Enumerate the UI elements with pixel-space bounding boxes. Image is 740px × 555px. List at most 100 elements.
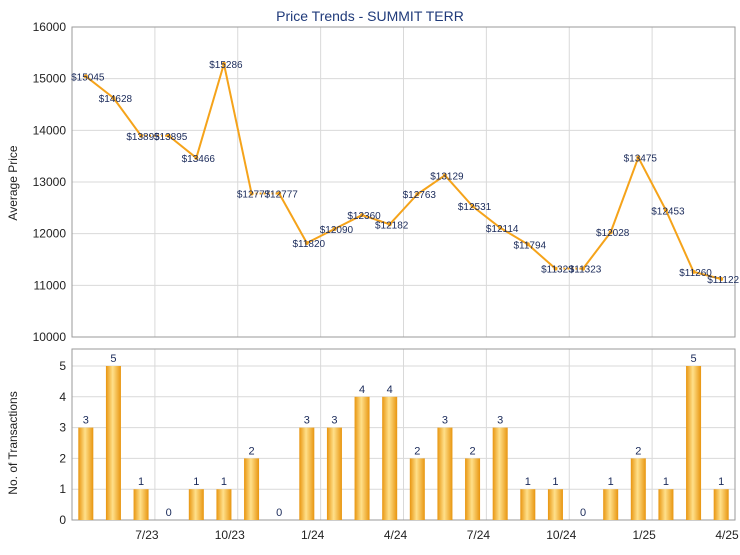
transactions-bar	[326, 427, 342, 520]
price-point	[636, 155, 641, 160]
transactions-bar	[188, 489, 204, 520]
price-point	[111, 95, 116, 100]
transactions-bar	[520, 489, 536, 520]
price-point	[719, 277, 724, 282]
price-line-segment	[444, 174, 474, 207]
price-point	[249, 191, 254, 196]
price-y-tick-label: 11000	[34, 278, 67, 292]
transactions-bar	[133, 489, 149, 520]
transactions-bar	[492, 427, 508, 520]
price-y-tick-label: 13000	[33, 175, 67, 189]
price-data-label: $14628	[99, 94, 133, 105]
price-point	[277, 191, 282, 196]
transactions-plot-frame	[71, 348, 736, 521]
price-data-label: $12182	[375, 220, 409, 231]
price-y-tick-label: 10000	[33, 330, 67, 344]
price-data-label: $12028	[596, 228, 630, 239]
transactions-bar	[465, 458, 481, 520]
price-point	[360, 213, 365, 218]
transactions-bar-panel: 0 1 2 3 4 5 7/23 10/23 1/24 4/24 7/24 10/24 1/25 4/25…	[59, 348, 739, 542]
price-line-segment	[693, 270, 722, 280]
transactions-bar	[658, 489, 674, 520]
price-point	[581, 266, 586, 271]
price-line-segment	[112, 97, 142, 137]
transactions-bar	[630, 458, 646, 520]
price-line-segment	[527, 243, 557, 270]
price-line-segment	[609, 157, 640, 233]
price-line-segment	[582, 231, 612, 270]
transactions-bar-label: 1	[193, 476, 199, 488]
transactions-bar-label: 4	[359, 384, 365, 396]
price-point	[470, 204, 475, 209]
price-line-segment	[85, 75, 115, 99]
transactions-y-tick-label: 4	[59, 390, 66, 404]
x-tick-label: 10/23	[215, 528, 245, 542]
transactions-bar-label: 1	[608, 476, 614, 488]
price-data-label: $13475	[624, 153, 658, 164]
transactions-y-axis-label: No. of Transactions	[6, 391, 20, 494]
transactions-bar	[547, 489, 563, 520]
transactions-bar-label: 1	[138, 476, 144, 488]
transactions-bar	[382, 396, 398, 520]
transactions-bar-label: 4	[387, 384, 393, 396]
x-tick-label: 1/24	[301, 528, 325, 542]
price-point	[442, 173, 447, 178]
price-data-label: $12453	[651, 206, 685, 217]
transactions-bar	[354, 396, 370, 520]
price-line-segment	[195, 63, 225, 159]
price-line-segment	[416, 174, 446, 196]
transactions-bar	[105, 366, 121, 520]
price-line-segment	[222, 63, 253, 194]
transactions-bar-label: 3	[442, 415, 448, 427]
price-line-segment	[499, 226, 529, 246]
transactions-bar-label: 2	[470, 445, 476, 457]
price-y-tick-label: 12000	[33, 227, 67, 241]
price-point	[663, 208, 668, 213]
transactions-bar-label: 2	[249, 445, 255, 457]
price-data-label: $12114	[486, 224, 519, 235]
price-data-label: $12777	[265, 190, 299, 201]
price-point	[221, 61, 226, 66]
price-data-label: $11794	[513, 240, 546, 251]
price-line-segment	[361, 214, 391, 226]
price-data-label: $11820	[292, 239, 325, 250]
price-data-label: $13129	[430, 171, 464, 182]
transactions-bar-label: 2	[414, 445, 420, 457]
chart-title: Price Trends - SUMMIT TERR	[276, 8, 464, 24]
price-point	[553, 266, 558, 271]
price-point	[304, 240, 309, 245]
transactions-bar-label: 5	[691, 353, 697, 365]
price-data-label: $11260	[679, 268, 712, 279]
price-data-label: $13895	[126, 132, 160, 143]
price-point	[332, 227, 337, 232]
transactions-y-tick-label: 5	[59, 359, 66, 373]
price-data-label: $15286	[209, 60, 243, 71]
transactions-bar-label: 3	[83, 415, 89, 427]
price-line-segment	[306, 228, 335, 244]
price-point	[83, 74, 88, 79]
transactions-bar	[409, 458, 425, 520]
x-tick-label: 4/25	[715, 528, 739, 542]
transactions-bar-label: 3	[304, 415, 310, 427]
transactions-bar-label: 1	[221, 476, 227, 488]
x-tick-label: 10/24	[546, 528, 576, 542]
x-tick-label: 4/24	[384, 528, 408, 542]
transactions-bar-label: 3	[331, 415, 337, 427]
transactions-y-tick-label: 1	[59, 482, 66, 496]
transactions-bar	[78, 427, 94, 520]
price-data-label: $12531	[458, 202, 492, 213]
x-tick-label: 1/25	[632, 528, 656, 542]
price-line-segment	[278, 193, 308, 244]
transactions-bar-label: 0	[580, 507, 586, 519]
price-data-label: $12090	[320, 225, 354, 236]
price-point	[525, 242, 530, 247]
price-y-tick-label: 14000	[33, 123, 67, 137]
transactions-bar	[713, 489, 729, 520]
price-data-label: $12360	[347, 211, 381, 222]
transactions-bar	[603, 489, 619, 520]
price-line-segment	[637, 156, 667, 211]
price-point	[415, 192, 420, 197]
price-data-label: $12777	[237, 190, 271, 201]
